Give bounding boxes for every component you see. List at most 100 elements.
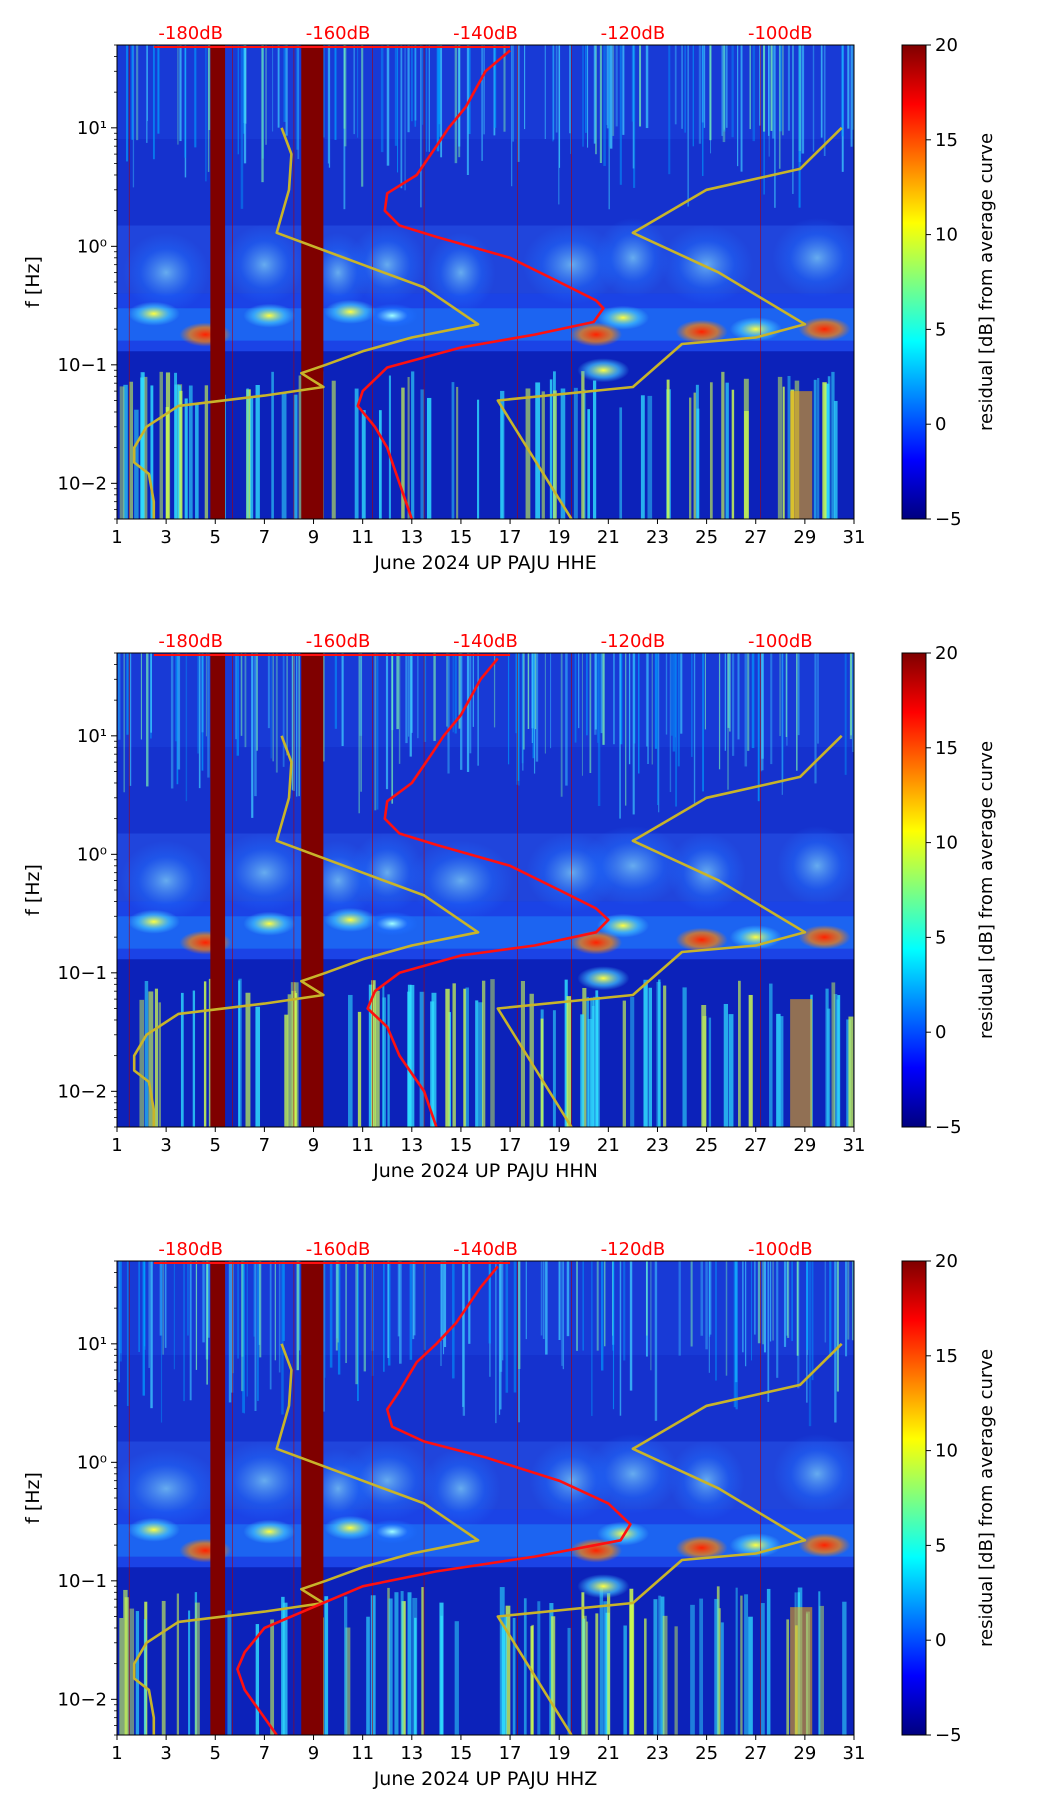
- speckle-stripe: [578, 653, 580, 729]
- speckle-stripe: [735, 1261, 738, 1410]
- speckle-stripe: [776, 1261, 779, 1378]
- colorbar-tick-label: −5: [935, 1117, 962, 1138]
- speckle-stripe: [645, 653, 648, 747]
- speckle-stripe: [772, 45, 775, 139]
- speckle-stripe: [542, 1261, 545, 1339]
- energy-blob: [570, 322, 623, 347]
- speckle-stripe: [498, 1261, 501, 1415]
- speckle-stripe: [323, 653, 325, 762]
- x-tick-label: 5: [210, 1135, 221, 1156]
- low-freq-spike: [551, 1616, 556, 1735]
- speckle-stripe: [360, 653, 363, 792]
- x-tick-label: 31: [843, 1743, 866, 1764]
- speckle-stripe: [722, 45, 726, 143]
- energy-blob: [127, 301, 180, 326]
- low-freq-spike: [409, 984, 415, 1127]
- energy-blob: [570, 930, 623, 955]
- data-gap: [301, 1261, 324, 1735]
- speckle-stripe: [723, 45, 725, 130]
- speckle-stripe: [841, 45, 844, 172]
- pdf-mode-curve: [356, 49, 605, 519]
- speckle-stripe: [175, 653, 177, 742]
- speckle-stripe: [544, 45, 546, 140]
- speckle-stripe: [786, 653, 788, 746]
- speckle-stripe: [762, 1261, 764, 1345]
- microseism-cloud: [585, 1433, 680, 1514]
- y-tick-label: 10⁰: [77, 1452, 107, 1473]
- speckle-stripe: [363, 1261, 366, 1372]
- low-freq-spike: [179, 390, 183, 519]
- speckle-stripe: [531, 653, 533, 744]
- low-freq-spike: [833, 994, 838, 1127]
- low-freq-spike: [842, 1601, 847, 1735]
- low-freq-spike: [596, 996, 600, 1127]
- microseism-cloud: [776, 825, 854, 906]
- low-freq-spike: [123, 384, 128, 519]
- speckle-stripe: [426, 45, 428, 152]
- speckle-stripe: [237, 45, 239, 155]
- low-freq-spike: [143, 1619, 147, 1735]
- energy-blob: [597, 1521, 650, 1546]
- speckle-stripe: [408, 653, 410, 737]
- speckle-stripe: [691, 653, 693, 757]
- speckle-stripe: [404, 45, 406, 191]
- speckle-stripe: [357, 1261, 359, 1402]
- speckle-stripe: [772, 1261, 774, 1341]
- speckle-stripe: [693, 653, 696, 806]
- low-freq-spike: [159, 371, 163, 519]
- speckle-stripe: [744, 653, 748, 767]
- low-freq-spike: [161, 1600, 166, 1735]
- noise-model-curve: [132, 735, 480, 1127]
- speckle-stripe: [205, 653, 207, 737]
- speckle-stripe: [298, 1261, 301, 1351]
- speckle-stripe: [152, 45, 155, 160]
- colorbar-label: residual [dB] from average curve: [976, 133, 997, 431]
- speckle-stripe: [502, 1261, 504, 1361]
- heatmap-band: [117, 1355, 854, 1442]
- low-freq-spike: [439, 1602, 444, 1735]
- speckle-stripe: [481, 45, 483, 161]
- speckle-stripe: [779, 653, 781, 737]
- speckle-stripe: [337, 1261, 339, 1343]
- speckle-stripe: [533, 653, 536, 774]
- x-tick-label: 29: [793, 527, 816, 548]
- microseism-band: [117, 916, 854, 949]
- speckle-stripe: [228, 1261, 232, 1403]
- speckle-stripe: [665, 653, 668, 735]
- speckle-stripe: [692, 45, 694, 147]
- speckle-stripe: [844, 1261, 848, 1357]
- speckle-stripe: [545, 1261, 548, 1355]
- low-freq-spike: [504, 1615, 507, 1735]
- low-freq-spike: [748, 994, 753, 1127]
- x-tick-label: 1: [111, 1743, 122, 1764]
- speckle-stripe: [778, 45, 781, 169]
- low-freq-spike: [818, 1591, 821, 1735]
- speckle-stripe: [849, 653, 853, 740]
- speckle-stripe: [609, 45, 613, 149]
- microseism-cloud: [224, 224, 305, 305]
- energy-blob: [127, 1517, 180, 1542]
- speckle-stripe: [440, 45, 443, 158]
- speckle-stripe: [677, 653, 680, 767]
- low-freq-spike: [158, 1002, 161, 1127]
- speckle-stripe: [594, 653, 597, 730]
- speckle-stripe: [850, 45, 853, 147]
- speckle-stripe: [785, 653, 788, 737]
- low-freq-spike: [281, 392, 287, 519]
- noise-model-curve: [496, 734, 843, 1127]
- low-freq-spike: [837, 995, 841, 1127]
- low-freq-spike: [331, 380, 336, 519]
- low-freq-spike: [663, 985, 667, 1127]
- speckle-stripe: [452, 1261, 455, 1379]
- speckle-stripe: [281, 1261, 284, 1415]
- speckle-stripe: [244, 653, 247, 748]
- speckle-stripe: [535, 653, 539, 762]
- energy-blob: [577, 358, 630, 383]
- speckle-stripe: [555, 45, 558, 133]
- energy-strip: [790, 1607, 813, 1735]
- speckle-stripe: [582, 45, 584, 147]
- low-freq-spike: [505, 1605, 511, 1735]
- low-freq-spike: [283, 1602, 288, 1735]
- speckle-stripe: [359, 653, 363, 736]
